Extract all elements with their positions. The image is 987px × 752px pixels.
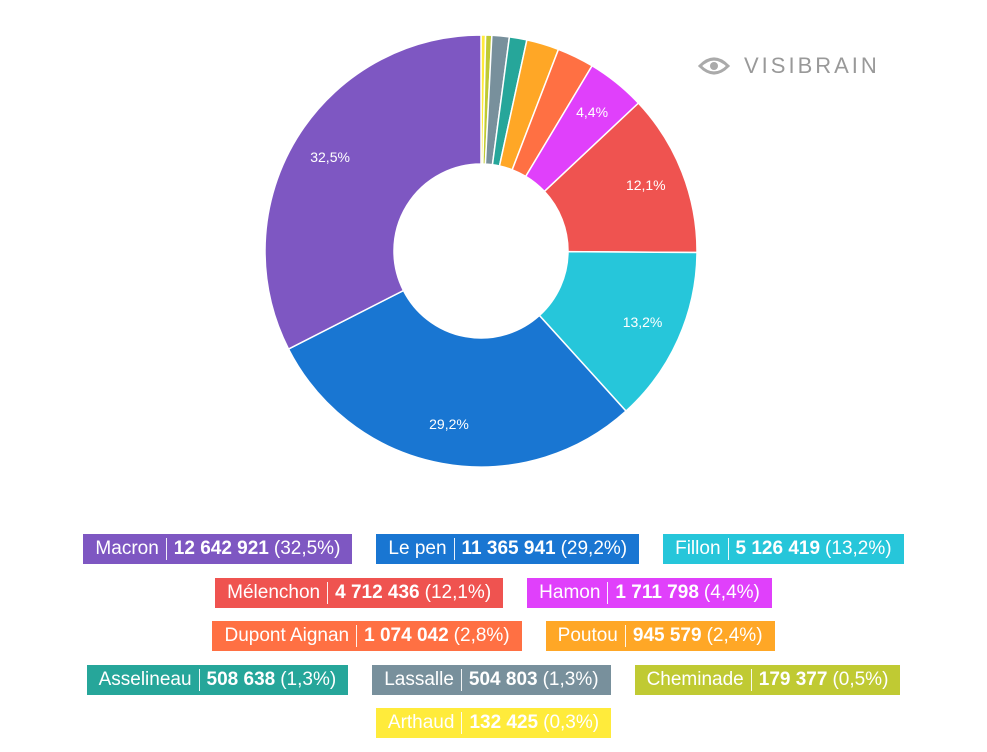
- slice: [543, 102, 698, 254]
- legend-row: Arthaud 132 425 (0,3%): [0, 708, 987, 738]
- legend-name: Mélenchon: [227, 581, 329, 604]
- legend-item: Le pen 11 365 941 (29,2%): [376, 534, 640, 564]
- legend-row: Dupont Aignan 1 074 042 (2,8%) Poutou 945 57…: [0, 621, 987, 651]
- legend-item: Asselineau 508 638 (1,3%): [86, 664, 349, 695]
- legend-name: Arthaud: [388, 712, 463, 734]
- legend-name: Cheminade: [647, 668, 752, 691]
- legend-count: 4 712 436: [335, 581, 420, 603]
- legend-count: 508 638: [206, 668, 276, 690]
- slice-label: 29,2%: [429, 416, 469, 432]
- legend-share: (12,1%): [424, 581, 492, 603]
- slice-label: 12,1%: [626, 177, 666, 193]
- legend-count: 1 711 798: [615, 581, 699, 603]
- legend-count: 11 365 941: [461, 538, 556, 559]
- legend-item: Macron 12 642 921 (32,5%): [83, 534, 353, 564]
- legend-share: (1,3%): [280, 668, 337, 690]
- slice: [264, 34, 482, 351]
- legend-name: Le pen: [388, 538, 455, 560]
- legend-share: (13,2%): [825, 538, 892, 559]
- legend-item: Poutou 945 579 (2,4%): [545, 621, 775, 651]
- legend-name: Lassalle: [384, 668, 462, 691]
- legend: Macron 12 642 921 (32,5%) Le pen 11 365 941(…: [0, 534, 987, 752]
- legend-count: 1 074 042: [364, 625, 449, 646]
- watermark: VISIBRAIN: [744, 53, 880, 78]
- slice-label: 32,5%: [310, 149, 350, 165]
- legend-item: Hamon 1 711 798 (4,4%): [527, 577, 772, 608]
- legend-share: (32,5%): [273, 538, 341, 559]
- legend-share: (0,3%): [543, 712, 600, 733]
- legend-name: Dupont Aignan: [224, 625, 358, 647]
- legend-item: Arthaud 132 425 (0,3%): [375, 708, 612, 738]
- legend-item: Fillon 5 126 419 (13,2%): [663, 534, 904, 564]
- legend-share: (1,3%): [542, 668, 599, 690]
- legend-row: Mélenchon 4 712 436 (12,1%) Hamon 1 711 798(…: [0, 577, 987, 608]
- legend-count: 12 642 921: [173, 538, 269, 559]
- watermark-logo: [697, 57, 731, 75]
- legend-item: Mélenchon 4 712 436 (12,1%): [215, 577, 504, 608]
- slice-label: 13,2%: [623, 314, 663, 330]
- legend-row: Asselineau 508 638 (1,3%) Lassalle 504 803 (1…: [0, 664, 987, 695]
- legend-count: 945 579: [632, 625, 702, 646]
- legend-name: Poutou: [558, 625, 626, 647]
- legend-name: Asselineau: [99, 668, 200, 691]
- legend-item: Cheminade 179 377 (0,5%): [634, 664, 901, 695]
- legend-share: (2,8%): [453, 625, 510, 646]
- legend-share: (29,2%): [560, 538, 628, 559]
- legend-item: Dupont Aignan 1 074 042 (2,8%): [212, 621, 522, 651]
- chart: VISIBRAIN 4,4% 12,1% 13,2% 29,2% 32,5%: [264, 34, 880, 468]
- legend-row: Macron 12 642 921 (32,5%) Le pen 11 365 941(…: [0, 534, 987, 564]
- slice: [538, 250, 698, 413]
- legend-name: Fillon: [675, 538, 729, 560]
- legend-item: Lassalle 504 803 (1,3%): [372, 664, 611, 695]
- legend-share: (2,4%): [706, 625, 763, 646]
- legend-count: 5 126 419: [735, 538, 821, 559]
- legend-count: 504 803: [468, 668, 538, 690]
- slice-label: 4,4%: [576, 104, 608, 120]
- legend-share: (0,5%): [832, 668, 889, 690]
- legend-count: 179 377: [758, 668, 828, 690]
- legend-share: (4,4%): [703, 581, 760, 603]
- legend-name: Macron: [95, 538, 167, 560]
- legend-name: Hamon: [539, 581, 609, 604]
- legend-count: 132 425: [469, 712, 539, 733]
- slice: [287, 289, 628, 468]
